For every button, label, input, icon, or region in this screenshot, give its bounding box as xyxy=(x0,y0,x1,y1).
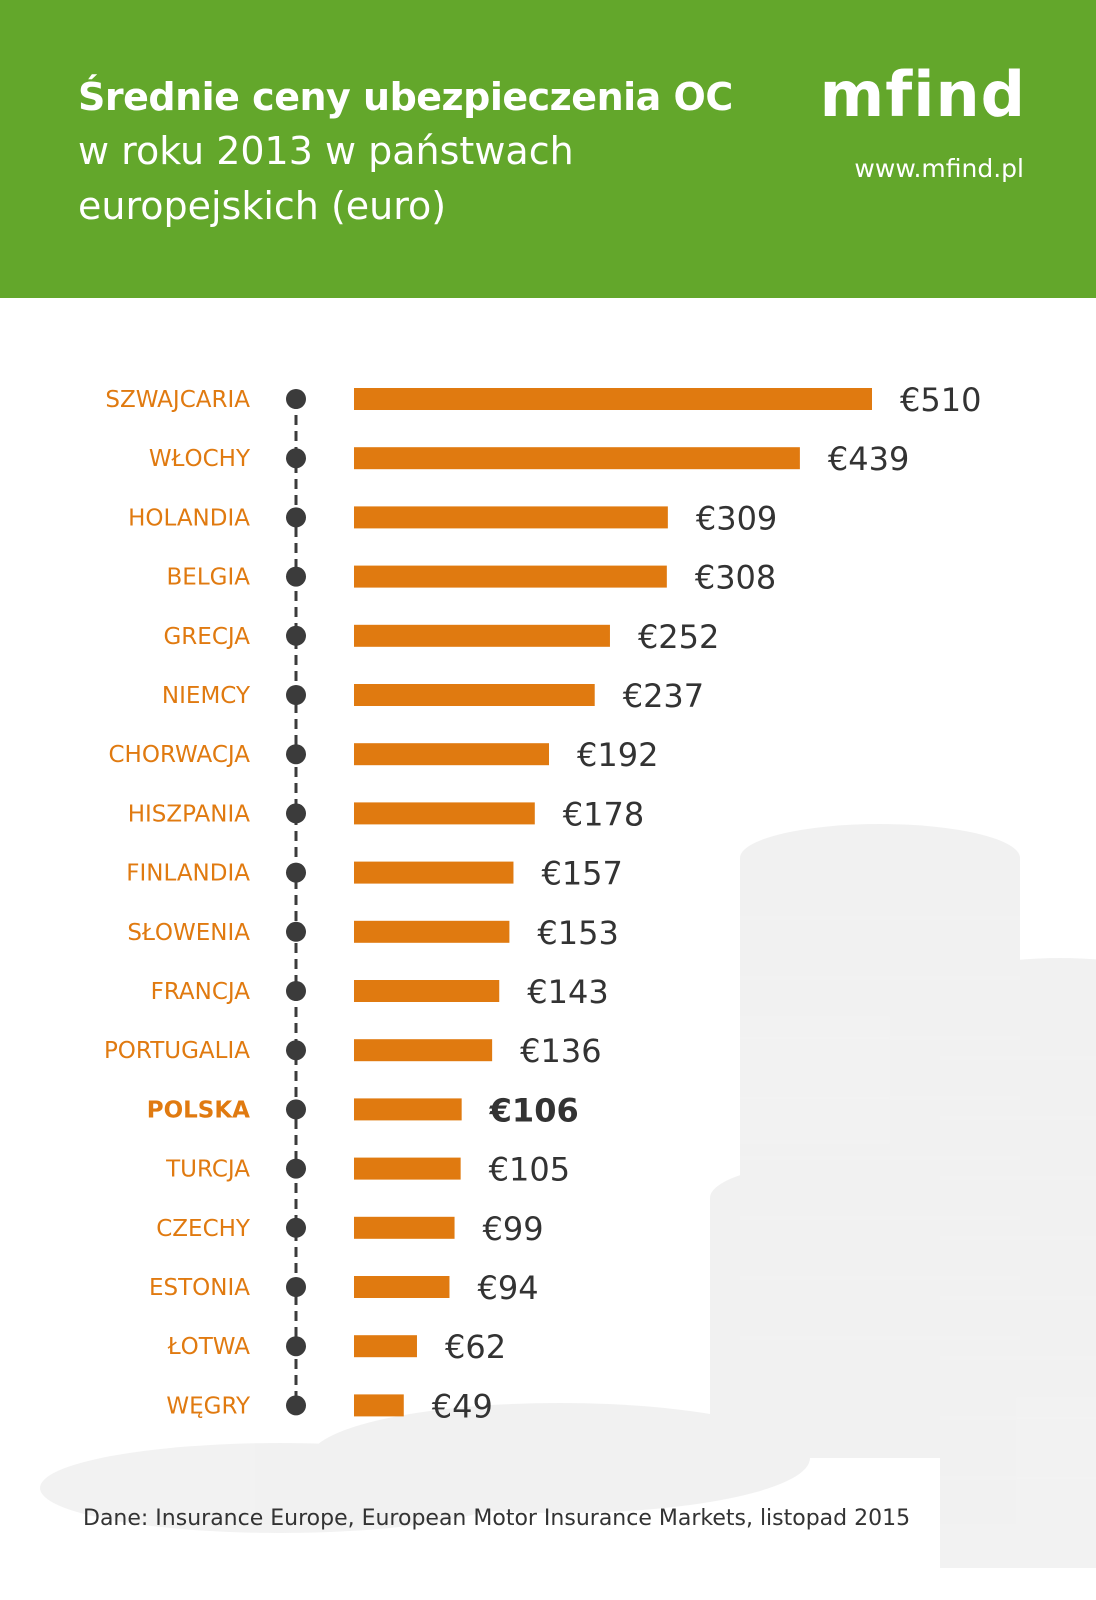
timeline-dot xyxy=(286,448,306,469)
header-banner: Średnie ceny ubezpieczenia OC w roku 201… xyxy=(0,0,1096,298)
bar xyxy=(354,802,535,825)
category-label: SŁOWENIA xyxy=(127,920,250,946)
value-label: €136 xyxy=(520,1032,601,1070)
category-label: ŁOTWA xyxy=(167,1334,251,1360)
bar xyxy=(354,447,800,470)
timeline-dot xyxy=(286,566,306,587)
bar-chart: SZWAJCARIA €510 WŁOCHY €439 HOLANDIA €309 BELG… xyxy=(104,381,982,1425)
bar xyxy=(354,506,668,529)
timeline-dot xyxy=(286,981,306,1001)
mfind-logo: mfind xyxy=(819,58,1026,131)
value-label: €308 xyxy=(695,559,776,597)
timeline-dot xyxy=(286,1336,306,1357)
value-label: €106 xyxy=(489,1091,579,1129)
category-label: ESTONIA xyxy=(149,1275,250,1301)
value-label: €178 xyxy=(563,795,644,833)
category-label: BELGIA xyxy=(167,565,251,591)
bar xyxy=(354,565,667,588)
category-label: FINLANDIA xyxy=(126,861,250,887)
bar xyxy=(354,861,514,884)
value-label: €62 xyxy=(445,1328,506,1366)
value-label: €237 xyxy=(623,677,704,715)
value-label: €439 xyxy=(828,440,909,478)
timeline-dot xyxy=(286,507,306,528)
timeline-dot xyxy=(286,1217,306,1238)
value-label: €49 xyxy=(432,1387,493,1425)
category-label: HISZPANIA xyxy=(128,801,251,827)
value-label: €510 xyxy=(900,381,981,419)
title-line-2: w roku 2013 w państwach europejskich (eu… xyxy=(78,129,574,228)
category-label: WĘGRY xyxy=(166,1393,251,1419)
source-note: Dane: Insurance Europe, European Motor I… xyxy=(83,1506,911,1531)
bar xyxy=(354,1335,417,1358)
bar xyxy=(354,743,550,766)
category-label: CHORWACJA xyxy=(109,742,251,768)
chart-title: Średnie ceny ubezpieczenia OC w roku 201… xyxy=(78,70,758,234)
timeline-dot xyxy=(286,1277,306,1297)
bar xyxy=(354,684,595,706)
timeline-dot xyxy=(286,1040,306,1061)
bar xyxy=(354,1276,450,1298)
bar xyxy=(354,920,510,943)
category-label: HOLANDIA xyxy=(128,505,250,531)
value-label: €143 xyxy=(527,973,608,1011)
timeline-dot xyxy=(286,921,306,942)
bar xyxy=(354,388,872,410)
category-label: GRECJA xyxy=(163,624,250,650)
value-label: €157 xyxy=(541,855,622,893)
bar xyxy=(354,1394,404,1417)
timeline-dot xyxy=(286,1395,306,1416)
value-label: €309 xyxy=(696,499,777,537)
bar xyxy=(354,1216,455,1239)
bar xyxy=(354,624,610,647)
category-label: FRANCJA xyxy=(151,979,251,1005)
timeline-dot xyxy=(286,862,306,883)
category-label: PORTUGALIA xyxy=(104,1038,250,1064)
category-label: CZECHY xyxy=(156,1216,251,1242)
category-label: TURCJA xyxy=(165,1157,250,1183)
timeline-dot xyxy=(286,803,306,824)
value-label: €252 xyxy=(638,618,719,656)
value-label: €99 xyxy=(483,1210,544,1248)
site-url: www.mfind.pl xyxy=(854,154,1024,183)
bar xyxy=(354,1157,461,1180)
value-label: €192 xyxy=(577,736,658,774)
bar xyxy=(354,1098,462,1121)
category-label: WŁOCHY xyxy=(149,446,251,472)
category-label: POLSKA xyxy=(147,1097,250,1123)
value-label: €153 xyxy=(537,914,618,952)
timeline-dot xyxy=(286,1158,306,1179)
timeline-dot xyxy=(286,685,306,705)
value-label: €94 xyxy=(477,1269,538,1307)
timeline-dot xyxy=(286,744,306,765)
category-label: NIEMCY xyxy=(162,683,251,709)
category-label: SZWAJCARIA xyxy=(105,387,250,413)
bar xyxy=(354,1039,493,1062)
bar xyxy=(354,980,500,1002)
value-label: €105 xyxy=(489,1151,570,1189)
timeline-dot xyxy=(286,389,306,409)
timeline-dot xyxy=(286,625,306,646)
coins-background-image xyxy=(40,824,1096,1568)
timeline-dot xyxy=(286,1099,306,1120)
title-line-1: Średnie ceny ubezpieczenia OC xyxy=(78,75,733,119)
